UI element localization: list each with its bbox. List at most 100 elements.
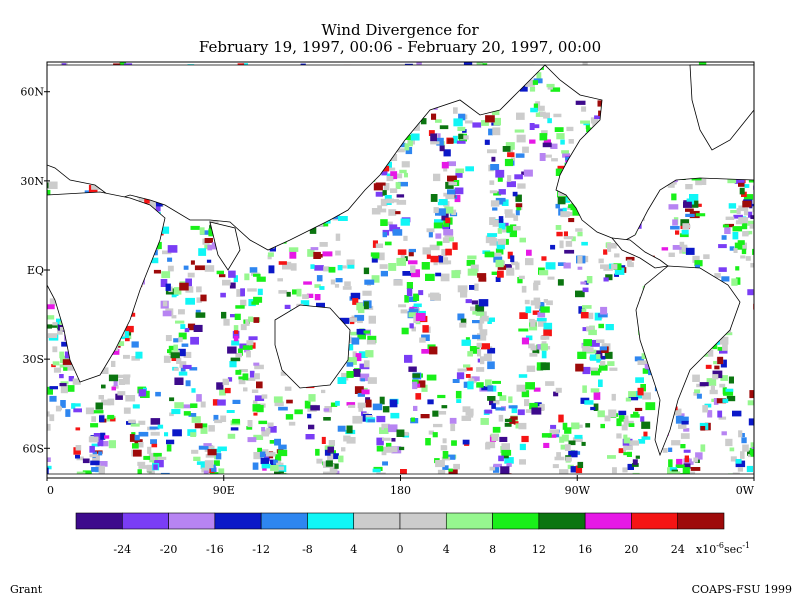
swath-cell xyxy=(476,382,484,388)
swath-cell xyxy=(589,367,598,371)
swath-cell xyxy=(695,452,703,460)
swath-cell xyxy=(476,312,485,316)
swath-cell xyxy=(391,438,396,442)
swath-cell xyxy=(111,386,116,391)
swath-cell xyxy=(734,242,743,250)
swath-cell xyxy=(39,215,46,219)
swath-cell xyxy=(235,353,242,358)
swath-cell xyxy=(642,368,649,374)
swath-cell xyxy=(235,369,242,375)
swath-cell xyxy=(68,376,74,382)
swath-cell xyxy=(460,318,467,325)
swath-cell xyxy=(524,299,530,305)
swath-cell xyxy=(346,259,355,265)
swath-cell xyxy=(491,403,496,409)
swath-cell xyxy=(776,77,786,81)
swath-cell xyxy=(396,429,405,437)
swath-cell xyxy=(765,398,771,405)
swath-cell xyxy=(671,440,681,446)
swath-cell xyxy=(598,379,603,387)
swath-cell xyxy=(493,256,503,263)
swath-cell xyxy=(786,270,791,275)
swath-cell xyxy=(453,118,463,127)
swath-cell xyxy=(725,216,735,220)
swath-cell xyxy=(332,463,339,469)
swath-cell xyxy=(596,339,605,343)
swath-cell xyxy=(722,398,729,403)
swath-cell xyxy=(577,461,584,468)
swath-cell xyxy=(178,309,185,315)
swath-cell xyxy=(310,264,315,269)
swath-cell xyxy=(190,225,200,230)
swath-cell xyxy=(441,161,449,169)
swath-cell xyxy=(582,344,591,352)
swath-cell xyxy=(335,233,341,241)
swath-cell xyxy=(509,418,516,424)
swath-cell xyxy=(193,324,203,332)
swath-cell xyxy=(410,265,416,273)
swath-cell xyxy=(9,322,14,325)
swath-cell xyxy=(132,443,139,449)
swath-cell xyxy=(227,346,237,354)
swath-cell xyxy=(628,397,639,401)
swath-cell xyxy=(611,264,618,270)
swath-cell xyxy=(73,408,82,413)
swath-cell xyxy=(770,111,779,117)
swath-cell xyxy=(489,238,498,246)
swath-cell xyxy=(8,413,15,421)
swath-cell xyxy=(550,424,557,429)
swath-cell xyxy=(16,308,22,312)
swath-cell xyxy=(727,178,737,184)
swath-cell xyxy=(149,426,160,430)
swath-cell xyxy=(185,286,194,293)
swath-cell xyxy=(376,445,384,452)
swath-cell xyxy=(352,415,363,424)
swath-cell xyxy=(564,427,572,434)
swath-cell xyxy=(679,233,689,238)
swath-cell xyxy=(200,230,210,235)
swath-cell xyxy=(36,249,40,256)
swath-cell xyxy=(529,402,538,410)
swath-cell xyxy=(767,365,773,373)
swath-cell xyxy=(546,83,555,88)
swath-cell xyxy=(529,139,536,144)
swath-cell xyxy=(568,204,573,209)
swath-cell xyxy=(529,325,538,331)
swath-cell xyxy=(735,220,743,225)
swath-cell xyxy=(735,460,746,468)
swath-cell xyxy=(738,430,743,438)
swath-cell xyxy=(532,80,538,85)
swath-cell xyxy=(489,180,495,185)
swath-cell xyxy=(213,414,219,421)
swath-cell xyxy=(88,436,99,443)
swath-cell xyxy=(350,292,361,300)
swath-cell xyxy=(747,220,754,226)
swath-cell xyxy=(559,240,564,249)
swath-cell xyxy=(493,191,502,196)
swath-cell xyxy=(231,340,240,346)
swath-cell xyxy=(323,221,329,227)
swath-cell xyxy=(315,448,320,456)
swath-cell xyxy=(327,446,334,453)
swath-cell xyxy=(504,422,512,427)
swath-cell xyxy=(428,293,437,298)
swath-cell xyxy=(770,369,775,377)
swath-cell xyxy=(447,161,456,167)
swath-cell xyxy=(268,265,275,274)
swath-cell xyxy=(380,198,388,207)
swath-cell xyxy=(396,199,407,205)
swath-cell xyxy=(8,129,15,137)
swath-cell xyxy=(769,313,775,318)
swath-cell xyxy=(367,419,375,423)
swath-cell xyxy=(270,465,279,471)
swath-cell xyxy=(764,338,770,341)
swath-cell xyxy=(35,218,42,224)
swath-cell xyxy=(246,377,256,381)
swath-cell xyxy=(415,393,422,400)
swath-cell xyxy=(672,408,682,416)
swath-cell xyxy=(229,361,237,368)
swath-cell xyxy=(179,361,187,368)
swath-cell xyxy=(761,153,766,161)
swath-cell xyxy=(747,400,754,406)
swath-cell xyxy=(435,460,445,468)
